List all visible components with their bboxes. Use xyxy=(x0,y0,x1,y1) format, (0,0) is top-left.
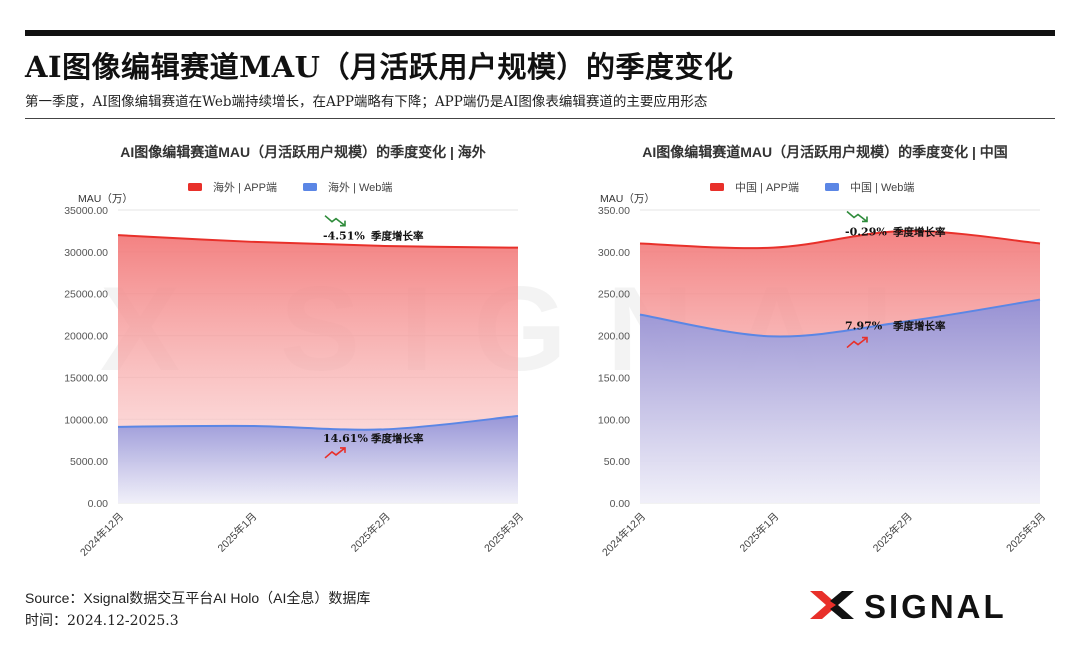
y-tick-label: 150.00 xyxy=(598,372,630,384)
x-tick-label: 2025年3月 xyxy=(481,510,526,555)
web-line xyxy=(117,414,519,431)
y-tick-label: 20000.00 xyxy=(64,331,108,343)
chart-title: AI图像编辑赛道MAU（月活跃用户规模）的季度变化 | 海外 xyxy=(120,144,486,160)
x-tick-label: 2025年3月 xyxy=(1003,510,1048,555)
y-tick-label: 5000.00 xyxy=(70,456,108,468)
x-tick-label: 2025年1月 xyxy=(215,510,260,555)
y-tick-label: 35000.00 xyxy=(64,205,108,217)
growth-up-icon xyxy=(324,447,346,459)
page-subtitle: 第一季度，AI图像编辑赛道在Web端持续增长，在APP端略有下降；APP端仍是A… xyxy=(25,94,708,110)
y-tick-label: 0.00 xyxy=(88,498,109,510)
annotation-value: 7.97% xyxy=(845,320,883,333)
page-title: AI图像编辑赛道MAU（月活跃用户规模）的季度变化 xyxy=(25,50,734,84)
legend-label-web: 中国 | Web端 xyxy=(850,181,914,194)
y-tick-label: 25000.00 xyxy=(64,289,108,301)
y-tick-label: 350.00 xyxy=(598,205,630,217)
growth-down-icon xyxy=(846,210,868,223)
app-line xyxy=(117,234,519,249)
footer-source: Source：Xsignal数据交互平台AI Holo（AI全息）数据库 xyxy=(25,590,371,606)
legend-swatch-app xyxy=(710,183,724,191)
x-tick-label: 2024年12月 xyxy=(599,510,648,559)
chart-title: AI图像编辑赛道MAU（月活跃用户规模）的季度变化 | 中国 xyxy=(642,144,1008,160)
y-axis-label: MAU（万） xyxy=(78,193,133,205)
y-tick-label: 300.00 xyxy=(598,247,630,259)
annotation-label: 季度增长率 xyxy=(892,225,946,238)
growth-down-icon xyxy=(324,215,346,227)
web-line xyxy=(639,298,1041,338)
legend-label-web: 海外 | Web端 xyxy=(328,180,392,194)
x-tick-label: 2024年12月 xyxy=(77,510,126,559)
legend-swatch-web xyxy=(825,183,839,191)
y-tick-label: 30000.00 xyxy=(64,247,108,259)
legend-label-app: 中国 | APP端 xyxy=(735,181,799,194)
logo-text: SIGNAL xyxy=(864,588,1007,623)
annotation-label: 季度增长率 xyxy=(370,432,424,445)
legend-label-app: 海外 | APP端 xyxy=(213,180,277,194)
annotation-value: -0.29% xyxy=(845,225,887,238)
app-line xyxy=(639,229,1041,250)
y-tick-label: 50.00 xyxy=(604,456,630,468)
chart-china: AI图像编辑赛道MAU（月活跃用户规模）的季度变化 | 中国中国 | APP端 中… xyxy=(540,130,1060,570)
y-tick-label: 100.00 xyxy=(598,414,630,426)
y-tick-label: 10000.00 xyxy=(64,414,108,426)
footer-time: 时间：2024.12-2025.3 xyxy=(25,613,179,629)
y-tick-label: 0.00 xyxy=(610,498,631,510)
x-tick-label: 2025年1月 xyxy=(737,510,782,555)
annotation-value: 14.61% xyxy=(323,432,368,445)
xsignal-logo: SIGNAL xyxy=(810,588,1007,623)
legend-swatch-app xyxy=(188,183,202,191)
y-axis-label: MAU（万） xyxy=(600,193,655,205)
logo-x-icon xyxy=(810,591,854,619)
y-tick-label: 200.00 xyxy=(598,331,630,343)
annotation-value: -4.51% xyxy=(323,230,365,243)
web-area xyxy=(640,299,1040,503)
y-tick-label: 15000.00 xyxy=(64,372,108,384)
divider xyxy=(25,118,1055,119)
top-rule xyxy=(25,30,1055,36)
chart-overseas: AI图像编辑赛道MAU（月活跃用户规模）的季度变化 | 海外海外 | APP端 海… xyxy=(18,130,538,570)
y-tick-label: 250.00 xyxy=(598,289,630,301)
growth-up-icon xyxy=(846,336,868,349)
legend-swatch-web xyxy=(303,183,317,191)
web-area xyxy=(118,415,518,503)
x-tick-label: 2025年2月 xyxy=(348,510,393,555)
x-tick-label: 2025年2月 xyxy=(870,510,915,555)
annotation-label: 季度增长率 xyxy=(370,230,424,243)
annotation-label: 季度增长率 xyxy=(892,320,946,333)
